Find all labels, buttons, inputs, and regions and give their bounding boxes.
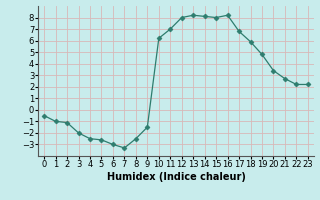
X-axis label: Humidex (Indice chaleur): Humidex (Indice chaleur) [107,172,245,182]
